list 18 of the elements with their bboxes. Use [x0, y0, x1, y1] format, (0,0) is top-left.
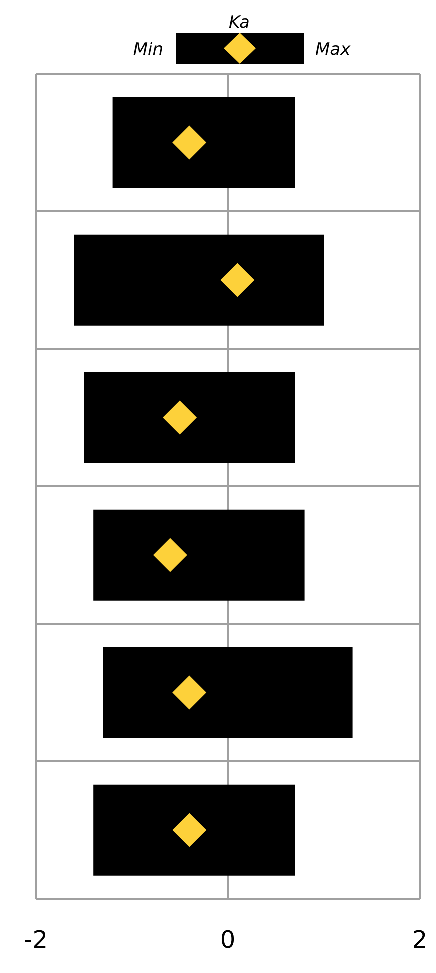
text: Max — [316, 40, 351, 60]
bar — [103, 647, 353, 738]
point — [172, 676, 207, 710]
bar — [84, 372, 296, 464]
point — [163, 400, 197, 435]
text: Ka — [229, 13, 250, 33]
bar — [94, 510, 305, 601]
point — [220, 263, 255, 298]
point — [172, 813, 207, 848]
x-tick-label: -2 — [24, 926, 48, 954]
bar — [94, 784, 296, 876]
text: Min — [133, 40, 164, 60]
x-tick-label: 2 — [412, 926, 428, 954]
point — [153, 538, 188, 572]
bar — [74, 234, 324, 326]
point — [172, 126, 207, 160]
x-tick-label: 0 — [220, 926, 236, 954]
bar — [112, 97, 296, 188]
